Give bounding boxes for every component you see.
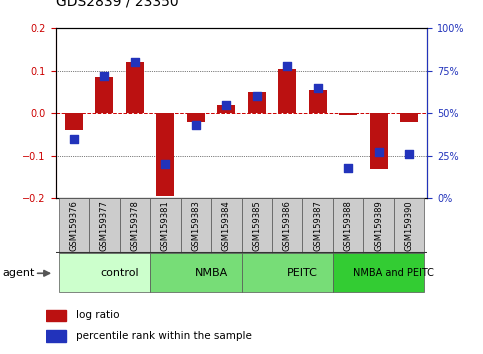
Text: GSM159377: GSM159377 — [100, 200, 109, 251]
Point — [100, 73, 108, 79]
Bar — [95, 77, 114, 113]
Bar — [272, 198, 302, 253]
Bar — [58, 253, 150, 292]
Bar — [156, 113, 174, 196]
Bar — [46, 330, 66, 342]
Bar — [394, 198, 425, 253]
Bar — [150, 253, 242, 292]
Bar — [89, 198, 120, 253]
Text: GSM159384: GSM159384 — [222, 200, 231, 251]
Text: NMBA: NMBA — [194, 268, 227, 278]
Text: GSM159387: GSM159387 — [313, 200, 322, 251]
Bar — [339, 113, 357, 115]
Bar — [217, 105, 235, 113]
Text: GSM159381: GSM159381 — [161, 200, 170, 251]
Bar — [248, 92, 266, 113]
Point — [131, 59, 139, 65]
Text: GSM159390: GSM159390 — [405, 200, 413, 251]
Point — [314, 85, 322, 91]
Bar — [150, 198, 181, 253]
Bar — [363, 198, 394, 253]
Bar — [302, 198, 333, 253]
Point — [405, 151, 413, 157]
Bar — [369, 113, 388, 169]
Point — [344, 165, 352, 171]
Point — [222, 102, 230, 108]
Bar — [309, 90, 327, 113]
Bar — [181, 198, 211, 253]
Text: log ratio: log ratio — [76, 310, 119, 320]
Bar — [278, 69, 297, 113]
Text: percentile rank within the sample: percentile rank within the sample — [76, 331, 252, 341]
Text: GDS2839 / 23350: GDS2839 / 23350 — [56, 0, 178, 9]
Text: GSM159383: GSM159383 — [191, 200, 200, 251]
Text: PEITC: PEITC — [287, 268, 318, 278]
Bar — [186, 113, 205, 122]
Text: GSM159389: GSM159389 — [374, 200, 383, 251]
Point — [70, 136, 78, 142]
Bar — [120, 198, 150, 253]
Bar — [126, 62, 144, 113]
Bar — [65, 113, 83, 130]
Bar — [400, 113, 418, 122]
Text: agent: agent — [2, 268, 35, 278]
Text: GSM159385: GSM159385 — [252, 200, 261, 251]
Point — [284, 63, 291, 69]
Text: GSM159386: GSM159386 — [283, 200, 292, 251]
Bar — [242, 198, 272, 253]
Point — [375, 149, 383, 155]
Text: GSM159378: GSM159378 — [130, 200, 139, 251]
Point — [253, 93, 261, 99]
Bar — [46, 310, 66, 321]
Text: control: control — [100, 268, 139, 278]
Text: GSM159376: GSM159376 — [70, 200, 78, 251]
Bar — [58, 198, 89, 253]
Bar — [211, 198, 242, 253]
Bar — [242, 253, 333, 292]
Point — [161, 161, 169, 167]
Point — [192, 122, 199, 128]
Text: GSM159388: GSM159388 — [344, 200, 353, 251]
Text: NMBA and PEITC: NMBA and PEITC — [354, 268, 434, 278]
Bar — [333, 253, 425, 292]
Bar — [333, 198, 363, 253]
